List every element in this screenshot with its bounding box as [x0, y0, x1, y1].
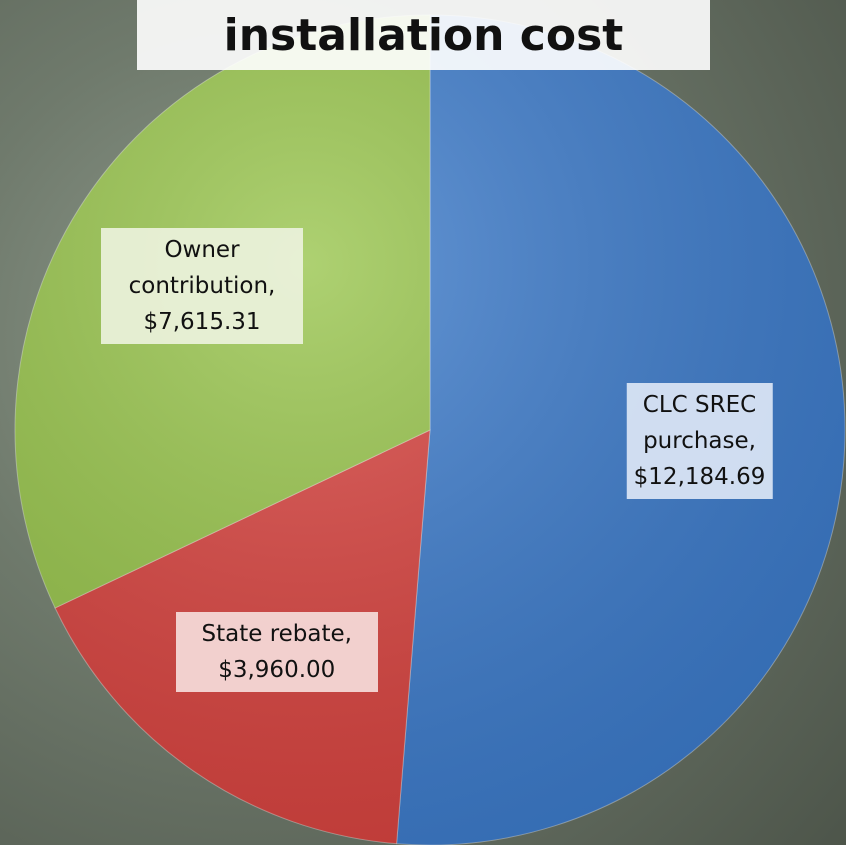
- pie-slice: [397, 15, 845, 845]
- chart-title: installation cost: [137, 0, 710, 70]
- category-name: CLC SREC purchase: [643, 392, 756, 454]
- data-label: CLC SREC purchase, $12,184.69: [626, 383, 772, 499]
- category-name: Owner contribution: [129, 237, 268, 299]
- category-name: State rebate: [202, 621, 345, 647]
- value-label: $7,615.31: [143, 309, 260, 335]
- value-label: $12,184.69: [634, 464, 766, 490]
- page: installation cost (() => { const data = …: [0, 0, 846, 845]
- value-label: $3,960.00: [218, 657, 335, 683]
- label-separator: ,: [749, 428, 756, 454]
- label-separator: ,: [345, 621, 352, 647]
- data-label: Owner contribution, $7,615.31: [101, 228, 303, 344]
- label-separator: ,: [268, 273, 275, 299]
- data-label: State rebate, $3,960.00: [176, 612, 378, 692]
